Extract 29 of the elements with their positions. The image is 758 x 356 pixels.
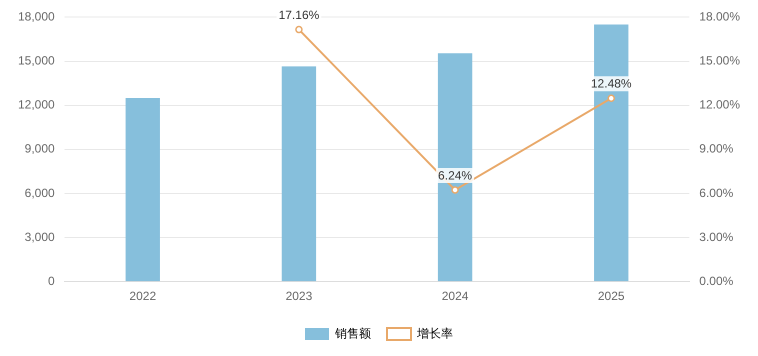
x-tick-label: 2023: [286, 289, 313, 304]
data-label: 17.16%: [278, 8, 320, 22]
x-tick-label: 2025: [598, 289, 625, 304]
y2-tick-label: 6.00%: [699, 186, 734, 200]
data-label: 6.24%: [438, 168, 472, 182]
y2-tick-label: 12.00%: [699, 98, 740, 112]
y-tick-label: 0: [48, 274, 56, 288]
y-tick-label: 6,000: [24, 186, 56, 200]
y2-tick-label: 18.00%: [699, 10, 740, 24]
y-tick-label: 15,000: [18, 54, 56, 68]
y-tick-label: 12,000: [18, 98, 56, 112]
legend-label: 销售额: [334, 326, 371, 340]
y2-tick-label: 9.00%: [699, 142, 734, 156]
y2-tick-label: 3.00%: [699, 230, 734, 244]
point: [451, 186, 459, 194]
bar: [282, 66, 316, 282]
bar: [126, 98, 160, 282]
y-tick-label: 18,000: [18, 10, 56, 24]
data-label: 12.48%: [590, 76, 632, 91]
x-tick-label: 2022: [129, 289, 156, 304]
point: [295, 26, 303, 34]
x-tick-label: 2024: [442, 289, 469, 304]
y-tick-label: 3,000: [24, 230, 56, 244]
legend-label: 增长率: [416, 326, 453, 340]
y-tick-label: 9,000: [24, 142, 56, 156]
bar: [438, 53, 472, 282]
y2-tick-label: 0.00%: [699, 274, 734, 288]
point: [607, 94, 615, 102]
y2-tick-label: 15.00%: [699, 54, 740, 68]
